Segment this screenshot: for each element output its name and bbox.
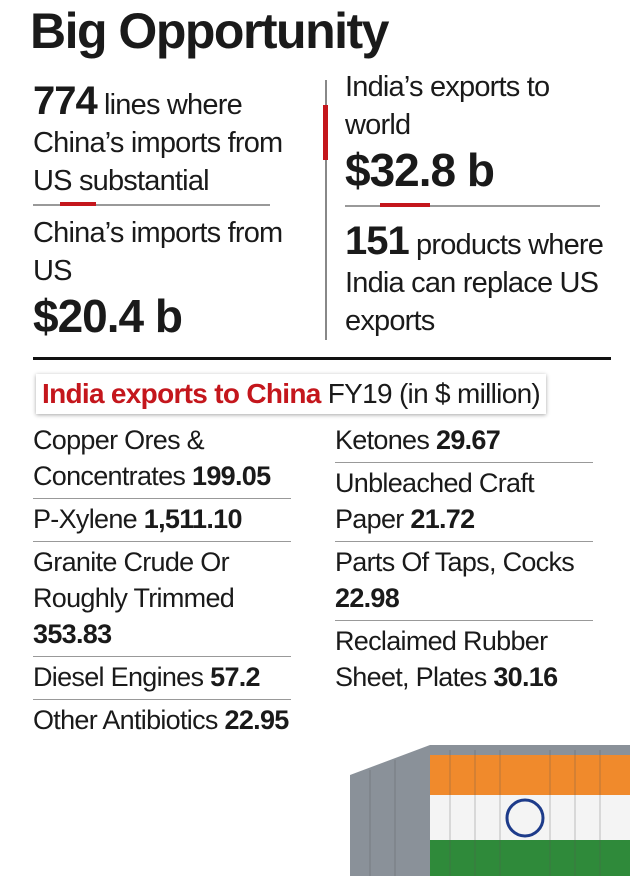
item-value: 21.72 — [410, 504, 475, 534]
item-value: 22.95 — [224, 705, 290, 735]
section-header: India exports to China FY19 (in $ millio… — [36, 374, 547, 414]
accent — [380, 203, 430, 207]
stat-label: China’s imports from US — [33, 217, 283, 287]
stat-number: 774 — [33, 79, 98, 123]
stat-block: India’s exports to world $32.8 b — [345, 68, 595, 196]
item-name: Ketones — [335, 425, 430, 455]
item: Parts Of Taps, Cocks 22.98 — [335, 542, 593, 621]
stat-text: lines where China’s imports from US subs… — [33, 89, 283, 197]
stat-block: 774 lines where China’s imports from US … — [33, 79, 308, 200]
accent — [60, 202, 96, 206]
item-value: 29.67 — [436, 425, 501, 455]
item-value: 199.05 — [192, 461, 271, 491]
item: Reclaimed Rubber Sheet, Plates 30.16 — [335, 621, 593, 699]
item-value: 22.98 — [335, 583, 400, 613]
stat-block: China’s imports from US $20.4 b — [33, 214, 283, 342]
item-value: 30.16 — [493, 662, 558, 692]
item-value: 57.2 — [210, 662, 260, 692]
flag-green — [430, 840, 630, 876]
item-name: Copper Ores & Concentrates — [33, 425, 205, 491]
item-name: Parts Of Taps, Cocks — [335, 547, 575, 577]
section-title: India exports to China — [42, 378, 321, 409]
stat-text: products where India can replace US expo… — [345, 229, 604, 337]
item-name: Other Antibiotics — [33, 705, 218, 735]
item-name: Granite Crude Or Roughly Trimmed — [33, 547, 235, 613]
item-list: Copper Ores & Concentrates 199.05 P-Xylen… — [33, 420, 291, 742]
item: Copper Ores & Concentrates 199.05 — [33, 420, 291, 499]
flag-saffron — [430, 755, 630, 795]
stat-value: $20.4 b — [33, 290, 183, 342]
section-subtitle: FY19 (in $ million) — [327, 378, 541, 409]
rule — [33, 357, 611, 360]
ribs — [369, 750, 601, 876]
item-name: Unbleached Craft Paper — [335, 468, 535, 534]
item: Ketones 29.67 — [335, 420, 593, 463]
stat-label: India’s exports to world — [345, 71, 550, 141]
title: Big Opportunity — [30, 3, 390, 59]
divider — [325, 80, 327, 340]
item-list: Ketones 29.67 Unbleached Craft Paper 21.7… — [335, 420, 593, 699]
item-value: 1,511.10 — [143, 504, 243, 534]
item: P-Xylene 1,511.10 — [33, 499, 291, 542]
item: Unbleached Craft Paper 21.72 — [335, 463, 593, 542]
chakra — [505, 798, 545, 838]
item: Diesel Engines 57.2 — [33, 657, 291, 700]
item: Granite Crude Or Roughly Trimmed 353.83 — [33, 542, 291, 657]
container-illustration — [350, 745, 630, 876]
stat-value: $32.8 b — [345, 144, 495, 196]
flag-white — [430, 795, 630, 840]
item-name: Reclaimed Rubber Sheet, Plates — [335, 626, 548, 692]
item: Other Antibiotics 22.95 — [33, 700, 291, 742]
stat-block: 151 products where India can replace US … — [345, 219, 615, 340]
stat-number: 151 — [345, 219, 410, 263]
item-name: P-Xylene — [33, 504, 138, 534]
item-value: 353.83 — [33, 619, 112, 649]
item-name: Diesel Engines — [33, 662, 204, 692]
separator — [33, 204, 270, 206]
accent — [323, 105, 328, 160]
separator — [345, 205, 600, 207]
